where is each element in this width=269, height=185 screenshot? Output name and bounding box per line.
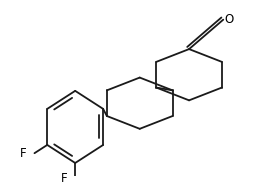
Text: F: F (20, 147, 27, 160)
Text: F: F (61, 172, 68, 185)
Text: O: O (224, 13, 233, 26)
